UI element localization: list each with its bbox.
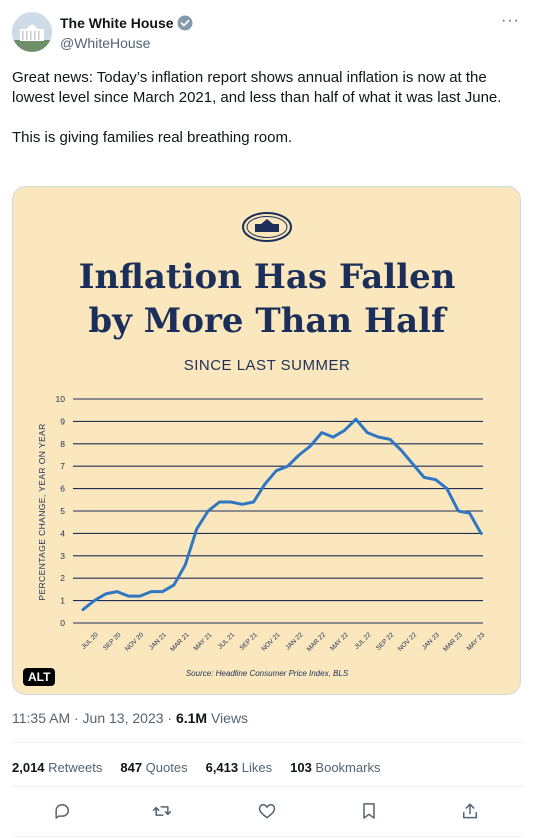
retweets-label: Retweets <box>44 760 103 775</box>
x-tick-label: MAY 21 <box>193 631 214 652</box>
x-tick-label: JUL 21 <box>217 631 237 651</box>
tweet-meta: 11:35 AM · Jun 13, 2023 · 6.1M Views <box>12 710 248 726</box>
grid <box>73 398 483 624</box>
heart-icon <box>258 804 276 819</box>
x-tick-label: MAY 22 <box>329 631 350 652</box>
likes-stat[interactable]: 6,413 Likes <box>206 760 273 775</box>
y-tick-label: 9 <box>60 416 65 426</box>
like-button[interactable] <box>253 797 281 825</box>
quotes-stat[interactable]: 847 Quotes <box>120 760 187 775</box>
x-tick-label: JAN 22 <box>284 631 304 651</box>
tweet-text: Great news: Today’s inflation report sho… <box>12 68 524 168</box>
x-tick-label: NOV 21 <box>260 631 282 653</box>
share-icon <box>463 803 477 819</box>
share-button[interactable] <box>456 797 484 825</box>
x-ticks: JUL 20 SEP 20 NOV 20 JAN 21 MAR 21 MAY 21 JUL … <box>80 631 486 653</box>
x-tick-label: JAN 23 <box>421 631 441 651</box>
y-tick-label: 5 <box>60 506 65 516</box>
alt-text-badge[interactable]: ALT <box>23 668 56 686</box>
more-options-icon[interactable]: ··· <box>501 12 520 29</box>
chart-source: Source: Headline Consumer Price Index, B… <box>186 669 349 678</box>
likes-count: 6,413 <box>205 760 239 775</box>
author-name[interactable]: The White House <box>60 15 174 31</box>
x-tick-label: MAR 22 <box>306 631 328 653</box>
x-tick-label: JUL 20 <box>80 631 100 651</box>
series-line <box>81 417 483 612</box>
tweet-actions <box>12 797 524 825</box>
reply-button[interactable] <box>48 797 76 825</box>
x-tick-label: MAR 21 <box>169 631 191 653</box>
divider <box>12 786 524 787</box>
y-tick-label: 3 <box>60 551 65 561</box>
view-count: 6.1M <box>175 710 208 726</box>
x-tick-label: SEP 22 <box>375 631 396 652</box>
tweet-paragraph: This is giving families real breathing r… <box>12 129 293 146</box>
x-tick-label: MAY 23 <box>466 631 487 652</box>
bookmarks-count: 103 <box>290 760 312 775</box>
engagement-stats: 2,014 Retweets 847 Quotes 6,413 Likes 10… <box>12 760 398 775</box>
x-tick-label: SEP 20 <box>102 631 123 652</box>
chart-title-line-1: Inflation Has Fallen <box>79 257 456 297</box>
x-tick-label: SEP 21 <box>239 631 260 652</box>
x-tick-label: NOV 20 <box>124 631 146 653</box>
y-tick-label: 8 <box>60 439 65 449</box>
tweet-timestamp[interactable]: 11:35 AM · Jun 13, 2023 · <box>12 710 176 726</box>
y-tick-label: 1 <box>60 596 65 606</box>
bookmarks-stat[interactable]: 103 Bookmarks <box>290 760 380 775</box>
verified-badge-icon <box>177 15 193 31</box>
divider <box>12 836 524 837</box>
x-tick-label: NOV 22 <box>397 631 419 653</box>
y-ticks: 0 1 2 3 4 5 6 7 8 9 10 <box>56 394 66 628</box>
bookmark-button[interactable] <box>355 797 383 825</box>
y-axis-label: PERCENTAGE CHANGE, YEAR ON YEAR <box>37 423 47 600</box>
quotes-count: 847 <box>120 760 143 775</box>
divider <box>12 742 524 743</box>
white-house-seal-icon <box>242 212 292 242</box>
bookmark-icon <box>363 803 375 819</box>
tweet-paragraph: Great news: Today’s inflation report sho… <box>12 69 502 106</box>
retweet-button[interactable] <box>148 797 176 825</box>
chart-subtitle: SINCE LAST SUMMER <box>184 357 351 374</box>
bookmarks-label: Bookmarks <box>311 760 381 775</box>
retweets-count: 2,014 <box>12 760 45 775</box>
quotes-label: Quotes <box>142 760 188 775</box>
retweets-stat[interactable]: 2,014 Retweets <box>12 760 102 775</box>
white-house-avatar-icon <box>12 12 52 52</box>
likes-label: Likes <box>238 760 273 775</box>
y-tick-label: 7 <box>60 461 65 471</box>
y-tick-label: 0 <box>60 618 65 628</box>
x-tick-label: MAR 23 <box>442 631 464 653</box>
chart-title-line-2: by More Than Half <box>88 301 448 341</box>
y-tick-label: 10 <box>56 394 66 404</box>
author-handle[interactable]: @WhiteHouse <box>60 35 151 51</box>
tweet-header: The White House @WhiteHouse ··· <box>12 12 524 60</box>
y-tick-label: 2 <box>60 573 65 583</box>
y-tick-label: 4 <box>60 528 65 538</box>
y-tick-label: 6 <box>60 484 65 494</box>
tweet-media-image[interactable]: Inflation Has Fallen by More Than Half S… <box>12 186 521 695</box>
retweet-icon <box>152 806 172 816</box>
views-label: Views <box>207 710 249 726</box>
x-tick-label: JAN 21 <box>148 631 168 651</box>
avatar[interactable] <box>12 12 52 52</box>
inflation-chart: Inflation Has Fallen by More Than Half S… <box>37 212 487 678</box>
x-tick-label: JUL 22 <box>353 631 373 651</box>
reply-icon <box>55 804 69 819</box>
